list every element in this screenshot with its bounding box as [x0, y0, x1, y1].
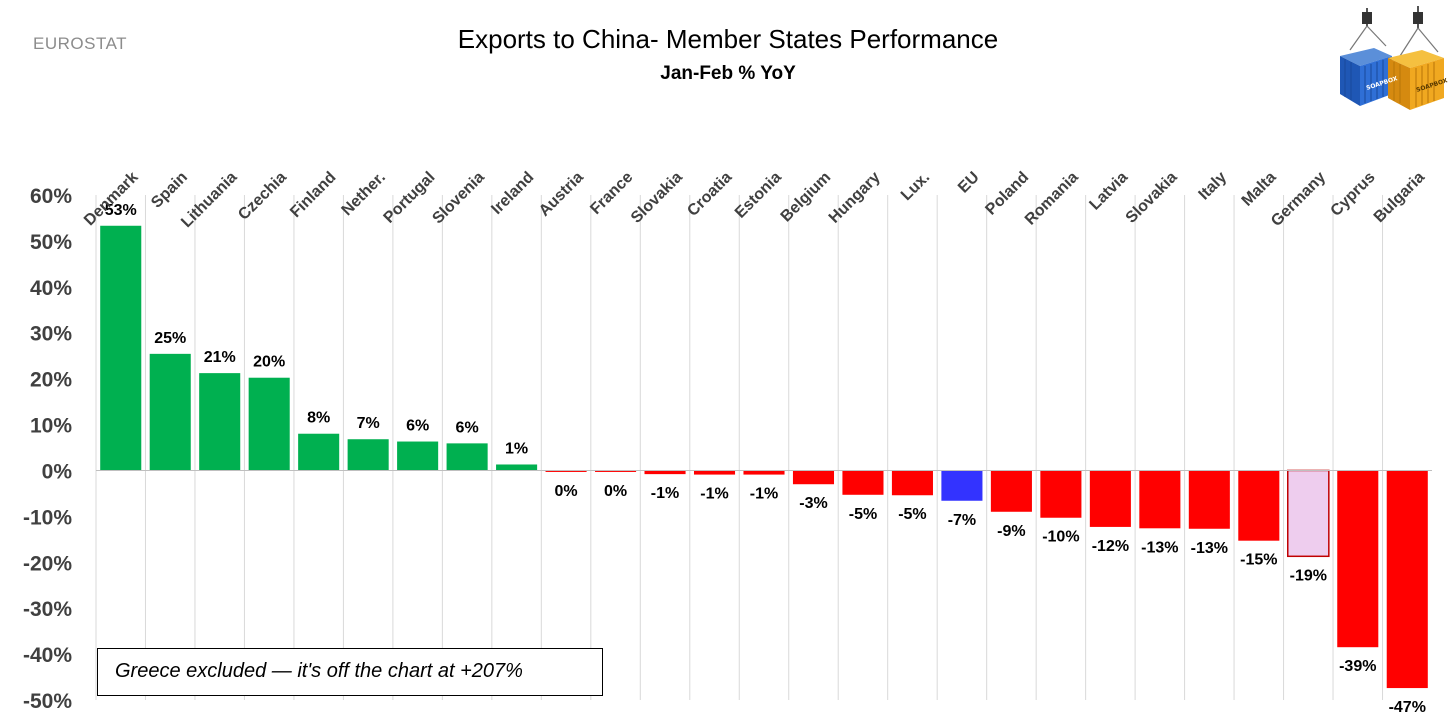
data-label: -1% [750, 486, 778, 503]
bar-czechia [248, 377, 290, 471]
bar-spain [149, 353, 191, 471]
data-label: -19% [1290, 567, 1327, 584]
bar-nether [347, 439, 389, 471]
x-tick-label: Slovenia [429, 169, 488, 228]
bar-portugal [397, 441, 439, 471]
data-label: 20% [253, 354, 285, 371]
data-label: 25% [154, 330, 186, 347]
x-tick-label: Spain [148, 169, 191, 212]
data-label: -10% [1042, 529, 1079, 546]
bar-slovenia [446, 443, 488, 471]
data-label: 1% [505, 440, 528, 457]
greece-note: Greece excluded — it's off the chart at … [97, 648, 603, 696]
bar-poland [990, 470, 1032, 512]
x-tick-label: Slovakia [1123, 169, 1181, 227]
bar-estonia [743, 470, 785, 475]
bar-slovakia [1139, 470, 1181, 529]
y-tick-label: -50% [23, 690, 72, 713]
data-label: -1% [651, 485, 679, 502]
bar-italy [1188, 470, 1230, 529]
data-label: -13% [1191, 540, 1228, 557]
y-tick-label: -40% [23, 644, 72, 667]
data-label: -1% [700, 486, 728, 503]
data-label: 21% [204, 349, 236, 366]
data-label: 6% [406, 418, 429, 435]
x-tick-label: France [587, 169, 636, 218]
x-tick-label: Ireland [488, 169, 537, 218]
y-tick-label: 30% [30, 323, 72, 346]
bar-lux [891, 470, 933, 496]
bar-austria [545, 470, 587, 472]
bar-belgium [792, 470, 835, 485]
x-tick-label: Malta [1239, 169, 1280, 210]
bar-germany [1287, 469, 1330, 558]
bar-ireland [496, 464, 538, 471]
x-tick-label: Denmark [81, 169, 142, 230]
y-tick-label: 40% [30, 277, 72, 300]
bar-bulgaria [1386, 470, 1428, 689]
y-tick-label: -10% [23, 506, 72, 529]
bar-hungary [842, 470, 884, 495]
x-tick-label: Latvia [1086, 169, 1131, 214]
x-tick-label: Belgium [778, 169, 835, 226]
x-tick-label: Romania [1022, 169, 1082, 229]
y-tick-label: 10% [30, 415, 72, 438]
y-tick-label: 0% [42, 460, 73, 483]
data-label: 0% [555, 483, 578, 500]
bar-denmark [100, 225, 142, 471]
x-tick-label: Germany [1268, 169, 1329, 230]
x-tick-label: Lux. [898, 169, 933, 204]
x-tick-label: Portugal [381, 169, 439, 227]
bar-croatia [693, 470, 736, 475]
x-tick-label: Italy [1196, 169, 1231, 204]
x-tick-label: Austria [536, 169, 587, 220]
data-label: -5% [898, 506, 926, 523]
x-tick-label: Croatia [684, 169, 735, 220]
data-label: 7% [357, 415, 380, 432]
bar-malta [1238, 470, 1280, 541]
bar-finland [298, 433, 340, 471]
x-tick-label: Slovakia [628, 169, 686, 227]
data-label: -15% [1240, 552, 1277, 569]
chart-title: Exports to China- Member States Performa… [457, 24, 999, 54]
data-label: -3% [799, 495, 827, 512]
data-label: -7% [948, 512, 976, 529]
bar-eu [941, 470, 983, 501]
x-tick-label: Czechia [235, 169, 290, 224]
x-tick-label: Poland [982, 169, 1032, 219]
y-tick-label: 20% [30, 369, 72, 392]
bar-france [595, 470, 637, 472]
source-label: EUROSTAT [33, 34, 128, 53]
x-tick-label: Finland [287, 169, 339, 221]
chart-subtitle: Jan-Feb % YoY [660, 63, 796, 84]
x-tick-label: Hungary [826, 169, 884, 227]
y-tick-label: 60% [30, 185, 72, 208]
shipping-containers-logo-icon: SOAPBOX SOAPBOX [1340, 6, 1448, 110]
data-label: 53% [105, 202, 137, 219]
data-label: -5% [849, 506, 877, 523]
data-label: -47% [1389, 699, 1426, 716]
y-tick-label: -20% [23, 552, 72, 575]
bar-slovakia [644, 470, 686, 475]
x-tick-label: Cyprus [1328, 169, 1379, 220]
x-tick-label: Bulgaria [1371, 169, 1428, 226]
data-label: 8% [307, 410, 330, 427]
data-label: -9% [997, 523, 1025, 540]
bar-cyprus [1337, 470, 1379, 648]
data-label: -13% [1141, 539, 1178, 556]
data-label: -12% [1092, 538, 1129, 555]
data-label: -39% [1339, 658, 1376, 675]
bar-romania [1040, 470, 1082, 518]
y-tick-label: -30% [23, 598, 72, 621]
x-tick-label: EU [955, 169, 983, 197]
y-tick-label: 50% [30, 231, 72, 254]
x-tick-label: Nether. [339, 169, 389, 219]
bar-latvia [1089, 470, 1131, 527]
data-label: 6% [456, 419, 479, 436]
data-label: 0% [604, 483, 627, 500]
bar-lithuania [199, 373, 241, 471]
